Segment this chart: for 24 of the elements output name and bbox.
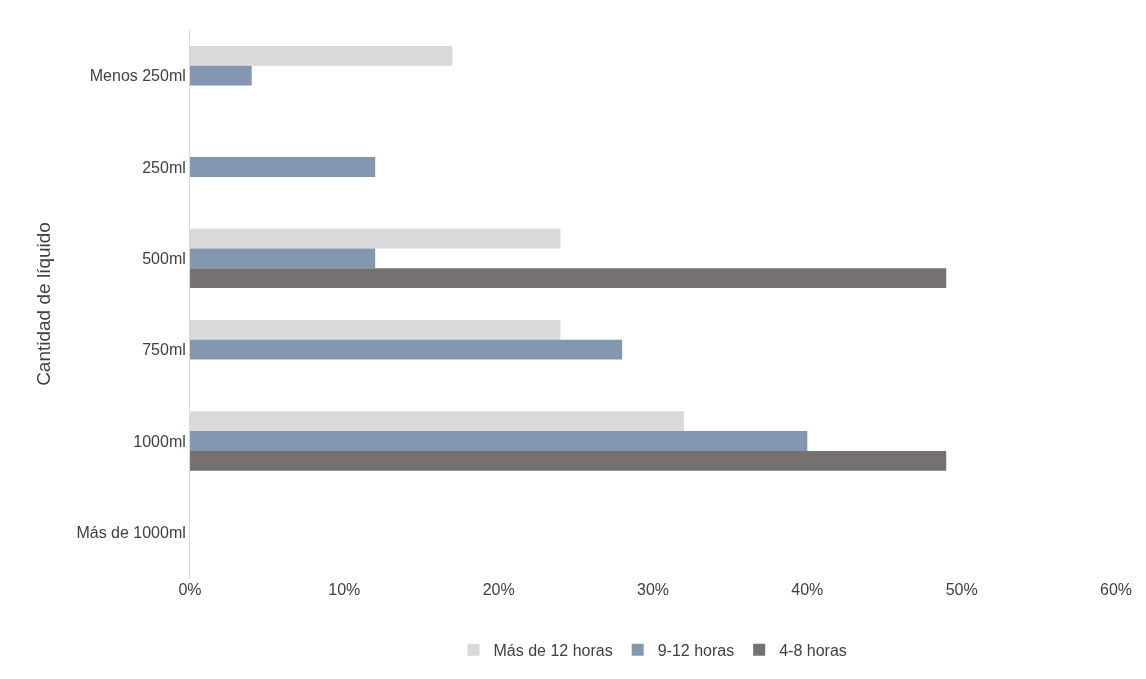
x-tick-label: 10%	[328, 581, 361, 598]
bar	[190, 157, 376, 177]
x-tick-label: 60%	[1099, 581, 1133, 598]
x-tick-label: 0%	[178, 581, 202, 598]
y-tick-label: 250ml	[142, 158, 186, 176]
y-tick-label: 750ml	[142, 341, 186, 359]
legend-label: Más de 12 horas	[493, 641, 613, 659]
x-tick-label: 40%	[791, 581, 824, 598]
legend-label: 4-8 horas	[779, 641, 847, 659]
bar	[190, 431, 808, 451]
y-tick-label: 500ml	[142, 249, 186, 267]
bar	[190, 450, 947, 471]
y-tick-label: 1000ml	[133, 432, 186, 450]
bar	[190, 268, 947, 289]
y-axis-title: Cantidad de líquido	[33, 222, 55, 386]
y-tick-label: Menos 250ml	[89, 67, 186, 85]
x-tick-label: 30%	[636, 581, 670, 598]
x-tick-label: 20%	[482, 581, 515, 598]
bar	[190, 65, 252, 86]
legend-label: 9-12 horas	[657, 641, 735, 659]
bar	[190, 248, 376, 269]
x-tick-label: 50%	[945, 581, 978, 598]
y-tick-label: Más de 1000ml	[76, 523, 186, 541]
bar	[190, 339, 623, 360]
